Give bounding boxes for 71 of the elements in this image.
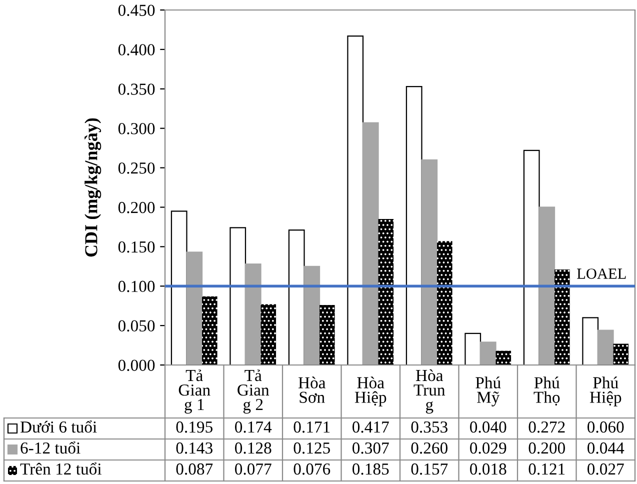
bar	[597, 330, 614, 365]
y-tick-label: 0.050	[118, 320, 155, 332]
data-label: 0.174	[235, 421, 272, 433]
bar	[304, 266, 320, 365]
data-label: 0.200	[528, 442, 565, 454]
data-label: 0.272	[528, 421, 565, 433]
bar	[538, 206, 556, 365]
x-tick-label: Phú Thọ	[534, 376, 560, 406]
bar	[554, 270, 570, 365]
data-label: 0.018	[470, 463, 506, 475]
bar	[347, 35, 364, 365]
data-label: 0.060	[588, 421, 624, 433]
x-tick-label: Phú Mỹ	[476, 376, 501, 406]
bar	[480, 342, 496, 365]
bar	[582, 317, 599, 365]
x-tick-label: Tả Gian g 2	[238, 370, 270, 414]
x-tick-label: Tả Gian g 1	[178, 370, 210, 414]
data-label: 0.185	[352, 463, 389, 475]
legend-label: 6-12 tuổi	[20, 441, 80, 454]
data-label: 0.027	[588, 463, 624, 475]
data-label: 0.076	[294, 463, 330, 475]
data-label: 0.044	[588, 442, 624, 454]
y-tick-label: 0.350	[118, 84, 155, 95]
data-label: 0.260	[411, 442, 448, 454]
y-tick-label: 0.300	[118, 123, 155, 134]
data-label: 0.040	[470, 421, 506, 433]
data-label: 0.077	[235, 463, 272, 475]
y-tick-label: 0.100	[118, 280, 155, 292]
bar	[244, 263, 262, 365]
data-label: 0.157	[411, 463, 448, 475]
data-label: 0.307	[352, 442, 389, 454]
y-tick-label: 0.250	[118, 162, 155, 174]
y-tick-label: 0.200	[118, 202, 155, 214]
legend-label: Dưới 6 tuổi	[20, 420, 97, 433]
data-label: 0.121	[528, 463, 565, 475]
ref-line-label: LOAEL	[577, 268, 626, 279]
y-tick-label: 0.000	[118, 360, 155, 372]
bar	[288, 230, 305, 365]
bar	[378, 219, 394, 365]
bar	[202, 296, 218, 365]
y-axis-title: CDI (mg/kg/ngày)	[84, 118, 102, 257]
data-label: 0.125	[294, 442, 330, 454]
bar	[170, 210, 188, 365]
bar	[613, 344, 629, 365]
data-label: 0.353	[411, 421, 448, 433]
x-tick-label: Hòa Trun g	[414, 369, 446, 414]
y-tick-label: 0.400	[118, 44, 155, 56]
x-tick-label: Hòa Hiệp	[354, 376, 386, 406]
bar	[362, 122, 379, 365]
bar	[186, 252, 203, 365]
bar	[496, 350, 512, 365]
data-label: 0.171	[294, 421, 330, 433]
bar	[320, 305, 335, 365]
data-label: 0.143	[176, 442, 212, 454]
data-label: 0.087	[176, 463, 213, 475]
bar	[437, 241, 452, 365]
data-label: 0.417	[352, 421, 389, 433]
bar	[464, 332, 482, 365]
y-tick-label: 0.150	[118, 241, 155, 253]
x-tick-label: Hòa Sơn	[298, 376, 326, 403]
data-label: 0.128	[235, 442, 272, 454]
data-label: 0.195	[176, 421, 212, 433]
legend-label: Trên 12 tuổi	[20, 462, 102, 475]
bar	[421, 159, 438, 365]
bar	[406, 86, 422, 365]
bar	[260, 304, 276, 365]
data-label: 0.029	[470, 442, 506, 454]
y-tick-label: 0.450	[118, 4, 155, 16]
bar	[230, 227, 246, 365]
bar	[523, 150, 540, 365]
x-tick-label: Phú Hiệp	[590, 376, 622, 406]
